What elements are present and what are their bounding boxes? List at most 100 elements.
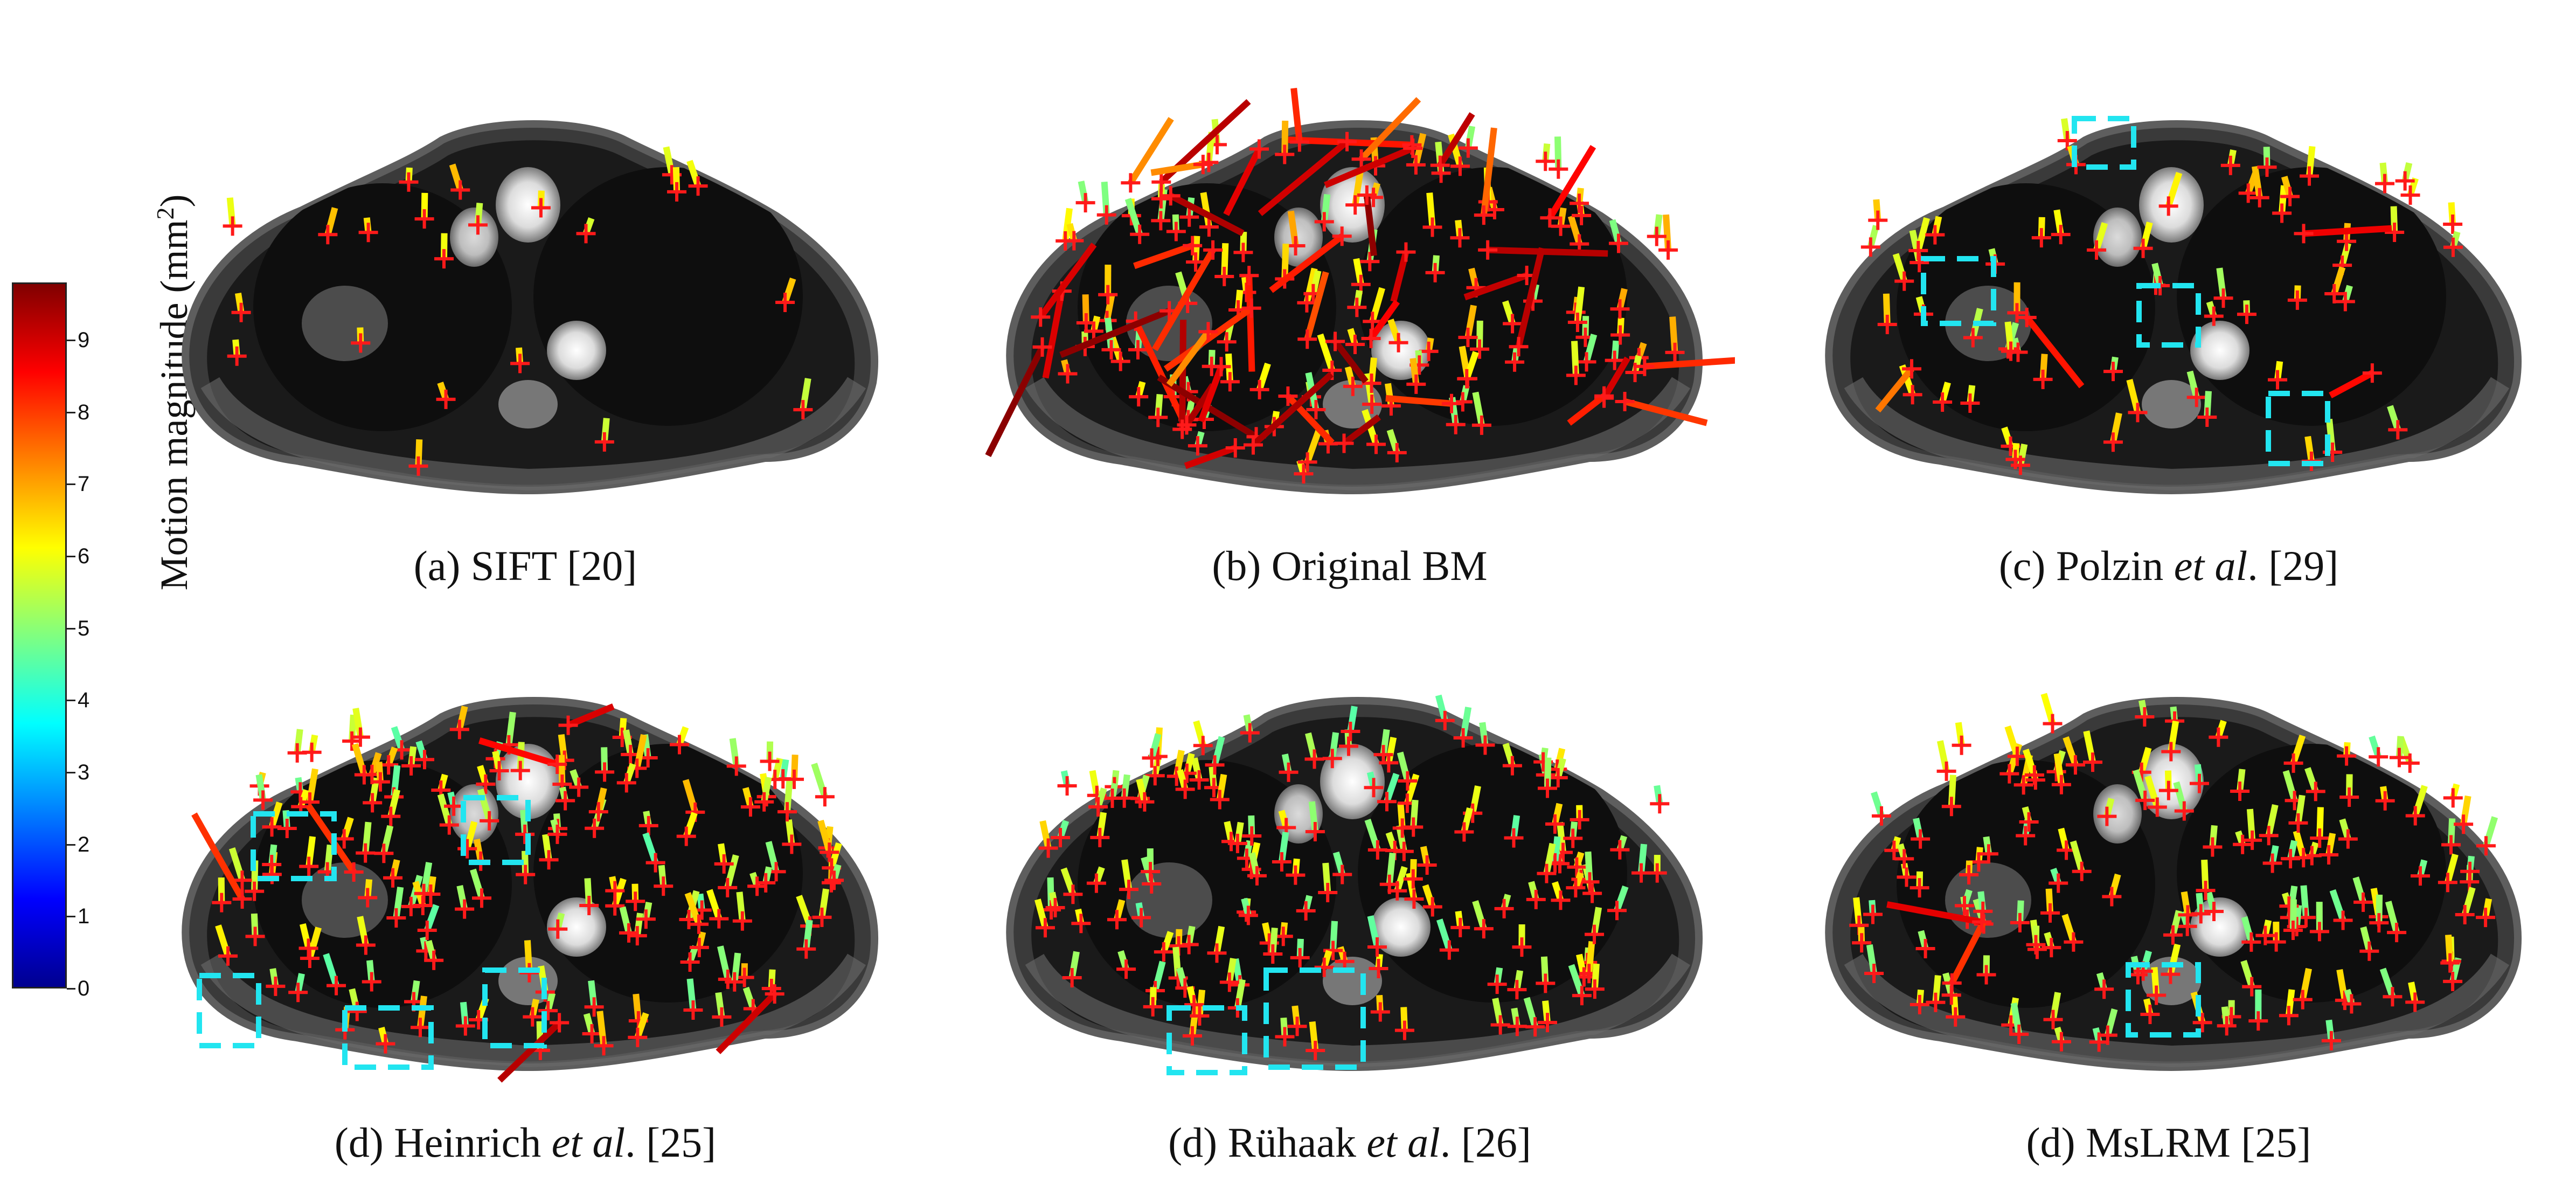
motion-vector — [1515, 247, 1545, 348]
landmark-cross — [1314, 957, 1334, 977]
landmark-cross — [2140, 1004, 2160, 1024]
landmark-cross — [1233, 243, 1253, 262]
landmark-cross — [1435, 710, 1455, 730]
landmark-cross — [1470, 339, 1490, 359]
landmark-cross — [1406, 155, 1426, 175]
landmark-cross — [2443, 971, 2463, 991]
caption-sift: (a) SIFT [20] — [413, 542, 637, 589]
landmark-cross — [1566, 878, 1586, 898]
landmark-cross — [1210, 790, 1230, 810]
landmark-cross — [1148, 407, 1168, 427]
motion-markers — [985, 88, 1735, 484]
landmark-cross — [1363, 312, 1383, 331]
landmark-cross — [1507, 1017, 1527, 1036]
landmark-cross — [2375, 791, 2395, 811]
landmark-cross — [358, 223, 378, 243]
landmark-cross — [1205, 755, 1225, 775]
caption-polzin: (c) Polzin et al. [29] — [1998, 542, 2339, 589]
panel-ruhaak — [964, 658, 1735, 1105]
landmark-cross — [2103, 362, 2123, 382]
landmark-cross — [1946, 1007, 1966, 1027]
landmark-cross — [212, 893, 232, 913]
landmark-cross — [1161, 186, 1181, 206]
landmark-cross — [1088, 797, 1108, 817]
landmark-cross — [2197, 407, 2217, 427]
landmark-cross — [1505, 352, 1525, 372]
landmark-cross — [1512, 937, 1532, 957]
landmark-cross — [1933, 392, 1953, 412]
landmark-cross — [550, 1013, 570, 1033]
landmark-cross — [2262, 853, 2282, 873]
landmark-cross — [2441, 835, 2461, 855]
landmark-cross — [2094, 979, 2114, 999]
colorbar-tick-label: 5 — [78, 616, 90, 640]
landmark-cross — [1926, 992, 1946, 1012]
landmark-cross — [531, 198, 551, 218]
landmark-cross — [1306, 399, 1326, 419]
landmark-cross — [548, 919, 568, 939]
motion-vector — [567, 703, 615, 729]
landmark-cross — [1585, 979, 1605, 999]
landmark-cross — [2287, 290, 2307, 310]
landmark-cross — [689, 937, 709, 957]
panel-polzin — [1783, 81, 2554, 528]
landmark-cross — [638, 815, 658, 835]
landmark-cross — [1199, 217, 1219, 237]
landmark-cross — [523, 1007, 543, 1027]
landmark-cross — [1608, 233, 1628, 253]
landmark-cross — [2249, 188, 2269, 208]
landmark-cross — [747, 876, 767, 896]
landmark-cross — [1422, 217, 1442, 237]
landmark-cross — [725, 972, 745, 992]
highlight-box — [2136, 283, 2201, 348]
landmark-cross — [1453, 392, 1473, 412]
motion-vector — [1317, 333, 1336, 371]
motion-vector — [1179, 320, 1187, 430]
landmark-cross — [1936, 761, 1956, 781]
landmark-cross — [1897, 867, 1917, 887]
caption-heinrich: (d) Heinrich et al. [25] — [334, 1119, 717, 1166]
motion-vector — [1644, 357, 1735, 370]
landmark-cross — [1398, 771, 1418, 791]
landmark-cross — [1145, 766, 1165, 786]
landmark-cross — [2203, 837, 2223, 857]
landmark-cross — [627, 926, 647, 946]
landmark-cross — [318, 225, 338, 245]
landmark-cross — [1290, 948, 1310, 967]
landmark-cross — [327, 976, 346, 996]
landmark-cross — [1458, 328, 1478, 348]
landmark-cross — [1101, 340, 1121, 360]
landmark-cross — [1387, 443, 1407, 462]
landmark-cross — [2359, 941, 2379, 961]
motion-vector — [1246, 275, 1255, 372]
landmark-cross — [1297, 329, 1317, 349]
landmark-cross — [1394, 1020, 1414, 1040]
landmark-cross — [2204, 306, 2224, 326]
motion-vector — [1258, 139, 1349, 216]
landmark-cross — [1198, 322, 1218, 342]
motion-vector — [1390, 251, 1409, 302]
landmark-cross — [1860, 237, 1880, 257]
landmark-cross — [2294, 224, 2314, 244]
highlight-box — [1921, 256, 1996, 326]
landmark-cross — [605, 881, 625, 901]
landmark-cross — [2257, 157, 2277, 177]
landmark-cross — [2266, 932, 2286, 952]
landmark-cross — [2443, 788, 2463, 808]
landmark-cross — [1238, 905, 1258, 925]
landmark-cross — [298, 938, 318, 958]
landmark-cross — [1868, 210, 1888, 230]
landmark-cross — [1193, 736, 1213, 756]
landmark-cross — [585, 818, 605, 838]
landmark-cross — [1286, 865, 1306, 885]
landmark-cross — [262, 817, 282, 837]
colorbar-tick-label: 7 — [78, 472, 90, 496]
motion-vector — [1359, 97, 1421, 162]
landmark-cross — [1610, 325, 1630, 345]
landmark-cross — [1090, 827, 1110, 847]
landmark-cross — [1536, 973, 1556, 993]
landmark-cross — [1572, 205, 1592, 225]
motion-vector — [1059, 308, 1171, 358]
landmark-cross — [2281, 849, 2301, 869]
landmark-cross — [1045, 898, 1065, 918]
